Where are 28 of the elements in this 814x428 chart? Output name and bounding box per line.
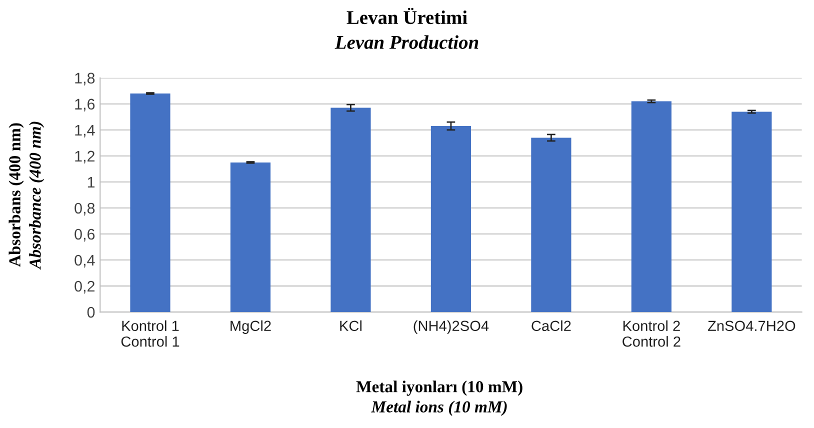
bar (130, 94, 170, 312)
x-tick-label: Kontrol 2 Control 2 (622, 320, 680, 347)
bar (330, 108, 371, 312)
x-tick-label: ZnSO4.7H2O (708, 320, 796, 332)
y-tick-label: 0,4 (74, 254, 95, 268)
bar (531, 138, 572, 312)
x-tick-label: MgCl2 (230, 320, 271, 334)
bar (230, 162, 271, 312)
bar (732, 112, 772, 312)
y-axis-title: Absorbans (400 nm) Absorbance (400 nm) (8, 122, 44, 270)
y-tick-label: 1,6 (75, 98, 95, 112)
bar (430, 126, 472, 312)
y-tick-label: 0,2 (74, 280, 94, 294)
y-tick-label: 1,4 (75, 124, 95, 138)
y-tick-label: 0 (87, 306, 95, 318)
y-tick-label: 1,2 (75, 150, 94, 164)
x-tick-label: Kontrol 1 Control 1 (121, 320, 180, 347)
x-tick-label: KCl (340, 320, 362, 332)
x-tick-label: CaCl2 (532, 320, 571, 332)
y-tick-label: 1 (88, 176, 95, 188)
x-axis-title: Metal iyonları (10 mM) Metal ions (10 mM) (356, 380, 522, 416)
x-tick-label: (NH4)2SO4 (414, 320, 489, 334)
y-tick-label: 0,8 (74, 202, 95, 216)
y-tick-label: 1,8 (75, 72, 95, 86)
bar (631, 101, 672, 312)
chart-title: Levan Üretimi (346, 8, 468, 24)
chart-subtitle: Levan Production (334, 35, 478, 49)
y-tick-label: 0,6 (74, 228, 95, 242)
